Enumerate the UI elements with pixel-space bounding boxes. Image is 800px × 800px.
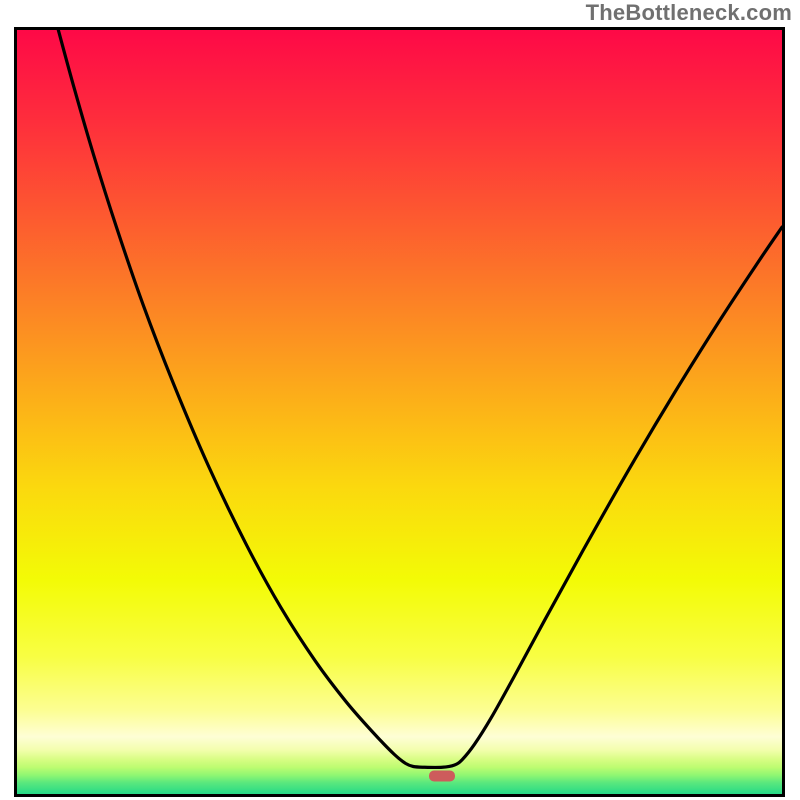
watermark-text: TheBottleneck.com (586, 0, 792, 26)
plot-frame (14, 27, 785, 797)
optimum-marker (429, 771, 455, 782)
chart-container: TheBottleneck.com (0, 0, 800, 800)
plot-area (17, 30, 782, 794)
bottleneck-curve (17, 30, 782, 794)
